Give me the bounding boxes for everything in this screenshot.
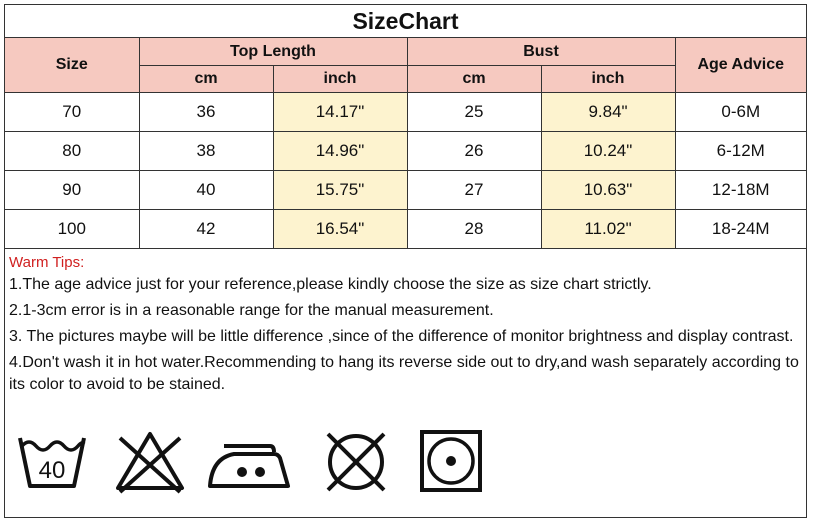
- cell-top-cm: 38: [138, 131, 274, 171]
- cell-bust-cm: 25: [406, 92, 542, 132]
- cell-bust-cm: 28: [406, 209, 542, 249]
- no-bleach-icon: [116, 432, 184, 494]
- header-age-advice: Age Advice: [674, 38, 806, 93]
- cell-age: 6-12M: [674, 131, 806, 171]
- tip-item: 3. The pictures maybe will be little dif…: [9, 328, 794, 345]
- cell-top-inch: 16.54": [272, 209, 408, 249]
- header-top-inch: inch: [272, 65, 408, 93]
- cell-top-inch: 14.17": [272, 92, 408, 132]
- care-icons: 40: [8, 428, 528, 500]
- tips-heading: Warm Tips:: [9, 254, 85, 271]
- cell-top-cm: 36: [138, 92, 274, 132]
- wash-40-icon: 40: [18, 437, 86, 488]
- no-dry-clean-icon: [326, 432, 386, 492]
- cell-bust-inch: 9.84": [540, 92, 676, 132]
- header-size: Size: [5, 38, 140, 93]
- tumble-dry-icon: [420, 430, 482, 492]
- chart-title: SizeChart: [5, 5, 806, 38]
- header-bust-cm: cm: [406, 65, 542, 93]
- tip-item: 1.The age advice just for your reference…: [9, 276, 652, 293]
- table-row: 90 40 15.75" 27 10.63" 12-18M: [5, 170, 806, 210]
- cell-size: 90: [5, 170, 140, 210]
- size-chart: SizeChart Size Top Length Bust Age Advic…: [4, 4, 807, 518]
- header-top-cm: cm: [139, 65, 274, 93]
- cell-top-cm: 40: [138, 170, 274, 210]
- cell-bust-inch: 10.63": [540, 170, 676, 210]
- header-top-length: Top Length: [138, 38, 408, 66]
- warm-tips: Warm Tips: 1.The age advice just for you…: [5, 249, 806, 396]
- cell-age: 0-6M: [674, 92, 806, 132]
- cell-bust-cm: 27: [406, 170, 542, 210]
- cell-age: 18-24M: [674, 209, 806, 249]
- iron-medium-icon: [208, 444, 290, 488]
- cell-size: 100: [5, 209, 140, 249]
- header-bust: Bust: [406, 38, 676, 66]
- cell-bust-inch: 10.24": [540, 131, 676, 171]
- cell-bust-cm: 26: [406, 131, 542, 171]
- cell-size: 80: [5, 131, 140, 171]
- wash-temp-label: 40: [39, 457, 66, 484]
- table-row: 80 38 14.96" 26 10.24" 6-12M: [5, 131, 806, 171]
- cell-age: 12-18M: [674, 170, 806, 210]
- cell-bust-inch: 11.02": [540, 209, 676, 249]
- tip-item: 4.Don't wash it in hot water.Recommendin…: [9, 354, 799, 393]
- table-row: 70 36 14.17" 25 9.84" 0-6M: [5, 92, 806, 132]
- size-table: Size Top Length Bust Age Advice cm inch …: [5, 38, 806, 249]
- tip-item: 2.1-3cm error is in a reasonable range f…: [9, 302, 494, 319]
- table-row: 100 42 16.54" 28 11.02" 18-24M: [5, 209, 806, 249]
- cell-size: 70: [5, 92, 140, 132]
- cell-top-cm: 42: [138, 209, 274, 249]
- cell-top-inch: 14.96": [272, 131, 408, 171]
- header-bust-inch: inch: [540, 65, 675, 93]
- cell-top-inch: 15.75": [272, 170, 408, 210]
